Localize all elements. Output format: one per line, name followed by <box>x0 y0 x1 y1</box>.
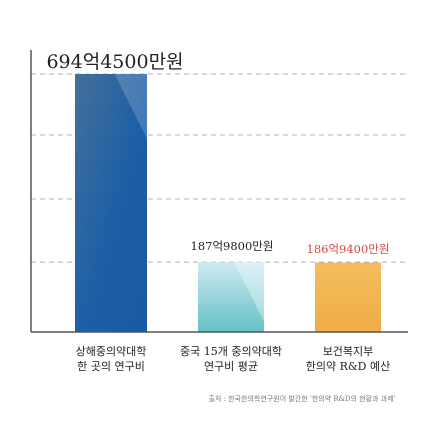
data-label-3: 186억9400만원 <box>307 242 390 256</box>
bars <box>75 74 381 332</box>
category-label-1-line-1: 상해중의약대학 <box>76 344 147 358</box>
data-label-2: 187억9800만원 <box>191 239 274 253</box>
bar-2 <box>198 262 264 332</box>
category-label-1-line-2: 한 곳의 연구비 <box>77 360 145 373</box>
category-label-2-line-1: 중국 15개 중의약대학 <box>180 344 282 358</box>
source-note: 출처 : 한국한의학연구원이 발간한 '한의약 R&D의 현황과 과제' <box>208 394 395 403</box>
bar-3 <box>315 262 381 332</box>
data-label-1: 694억4500만원 <box>46 51 183 73</box>
category-label-2-line-2: 연구비 평균 <box>204 360 258 373</box>
bar-2-highlight <box>234 262 264 322</box>
category-label-3-line-1: 보건복지부 <box>323 345 374 358</box>
category-label-3-line-2: 한의약 R&D 예산 <box>306 359 391 373</box>
bar-1 <box>75 74 147 332</box>
bar-1-highlight <box>114 74 147 139</box>
data-labels: 694억4500만원 187억9800만원 186억9400만원 <box>46 51 389 256</box>
